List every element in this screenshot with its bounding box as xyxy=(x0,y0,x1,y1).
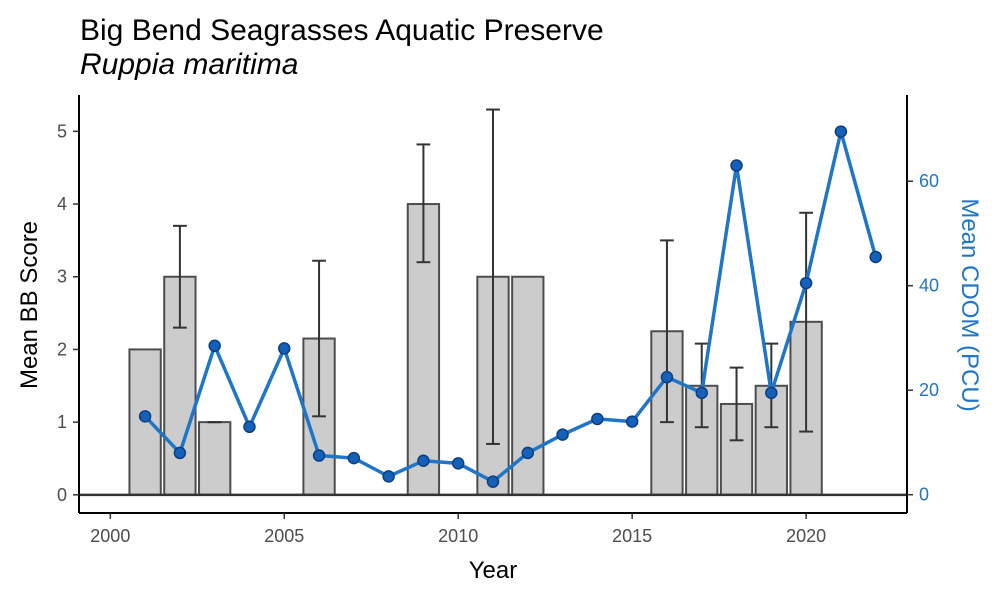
error-bar-2002 xyxy=(173,224,187,329)
cdom-point-2012 xyxy=(521,446,535,460)
x-tick-label-2010: 2010 xyxy=(438,526,478,546)
cdom-point-2018 xyxy=(730,159,743,172)
cdom-point-2002 xyxy=(173,446,187,460)
error-bar-2016 xyxy=(660,239,674,424)
cdom-point-2017 xyxy=(695,386,708,400)
error-bar-2011 xyxy=(486,108,500,445)
cdom-line xyxy=(143,129,878,484)
cdom-point-2004 xyxy=(243,420,256,434)
cdom-point-2011 xyxy=(486,475,500,488)
y2-tick-label-40: 40 xyxy=(919,276,939,296)
error-bar-2006 xyxy=(312,259,326,418)
cdom-point-2005 xyxy=(278,342,291,355)
y2-tick-label-0: 0 xyxy=(919,485,929,505)
x-tick-label-2020: 2020 xyxy=(786,526,826,546)
y-tick-label-1: 1 xyxy=(57,412,67,432)
x-axis-title: Year xyxy=(469,557,518,584)
cdom-point-2009 xyxy=(417,454,430,467)
tick-labels-group: 0 1 2 3 4 5 0 20 40 60 2000 2005 2010 2015 2020 xyxy=(57,121,939,546)
cdom-point-2008 xyxy=(382,470,395,483)
chart-title: Big Bend Seagrasses Aquatic Preserve xyxy=(80,14,604,47)
y-tick-label-2: 2 xyxy=(57,339,67,359)
cdom-point-2019 xyxy=(765,386,778,400)
error-bar-2020 xyxy=(799,211,813,433)
axes-group xyxy=(73,95,913,519)
cdom-point-2021 xyxy=(834,125,848,138)
cdom-point-2006 xyxy=(312,449,326,462)
cdom-point-2015 xyxy=(625,415,639,428)
error-bar-2018 xyxy=(729,366,744,442)
bar-series xyxy=(128,203,823,496)
y2-tick-label-20: 20 xyxy=(919,380,939,400)
x-tick-label-2015: 2015 xyxy=(612,526,652,546)
y-axis-title: Mean BB Score xyxy=(16,221,43,389)
cdom-point-2003 xyxy=(208,339,221,353)
y-tick-label-4: 4 xyxy=(57,194,67,214)
cdom-point-2007 xyxy=(347,451,361,465)
cdom-point-2022 xyxy=(869,250,882,264)
cdom-point-2010 xyxy=(451,457,465,470)
chart-subtitle: Ruppia maritima xyxy=(80,48,298,81)
y-tick-label-0: 0 xyxy=(57,485,67,505)
error-bar-2009 xyxy=(416,143,431,264)
bar-2009 xyxy=(406,203,441,496)
cdom-point-2001 xyxy=(138,410,152,423)
y-tick-label-3: 3 xyxy=(57,267,67,287)
x-tick-label-2005: 2005 xyxy=(264,526,304,546)
x-tick-label-2000: 2000 xyxy=(90,526,130,546)
error-bar-series xyxy=(173,108,813,445)
y2-tick-label-60: 60 xyxy=(919,171,939,191)
y2-axis-title: Mean CDOM (PCU) xyxy=(956,198,983,411)
cdom-point-2016 xyxy=(660,370,674,384)
bar-2003 xyxy=(198,421,232,496)
cdom-point-2020 xyxy=(799,276,813,290)
cdom-point-2014 xyxy=(591,412,604,426)
cdom-line-series xyxy=(138,125,882,488)
y-tick-label-5: 5 xyxy=(57,121,67,141)
cdom-point-2013 xyxy=(556,428,569,441)
